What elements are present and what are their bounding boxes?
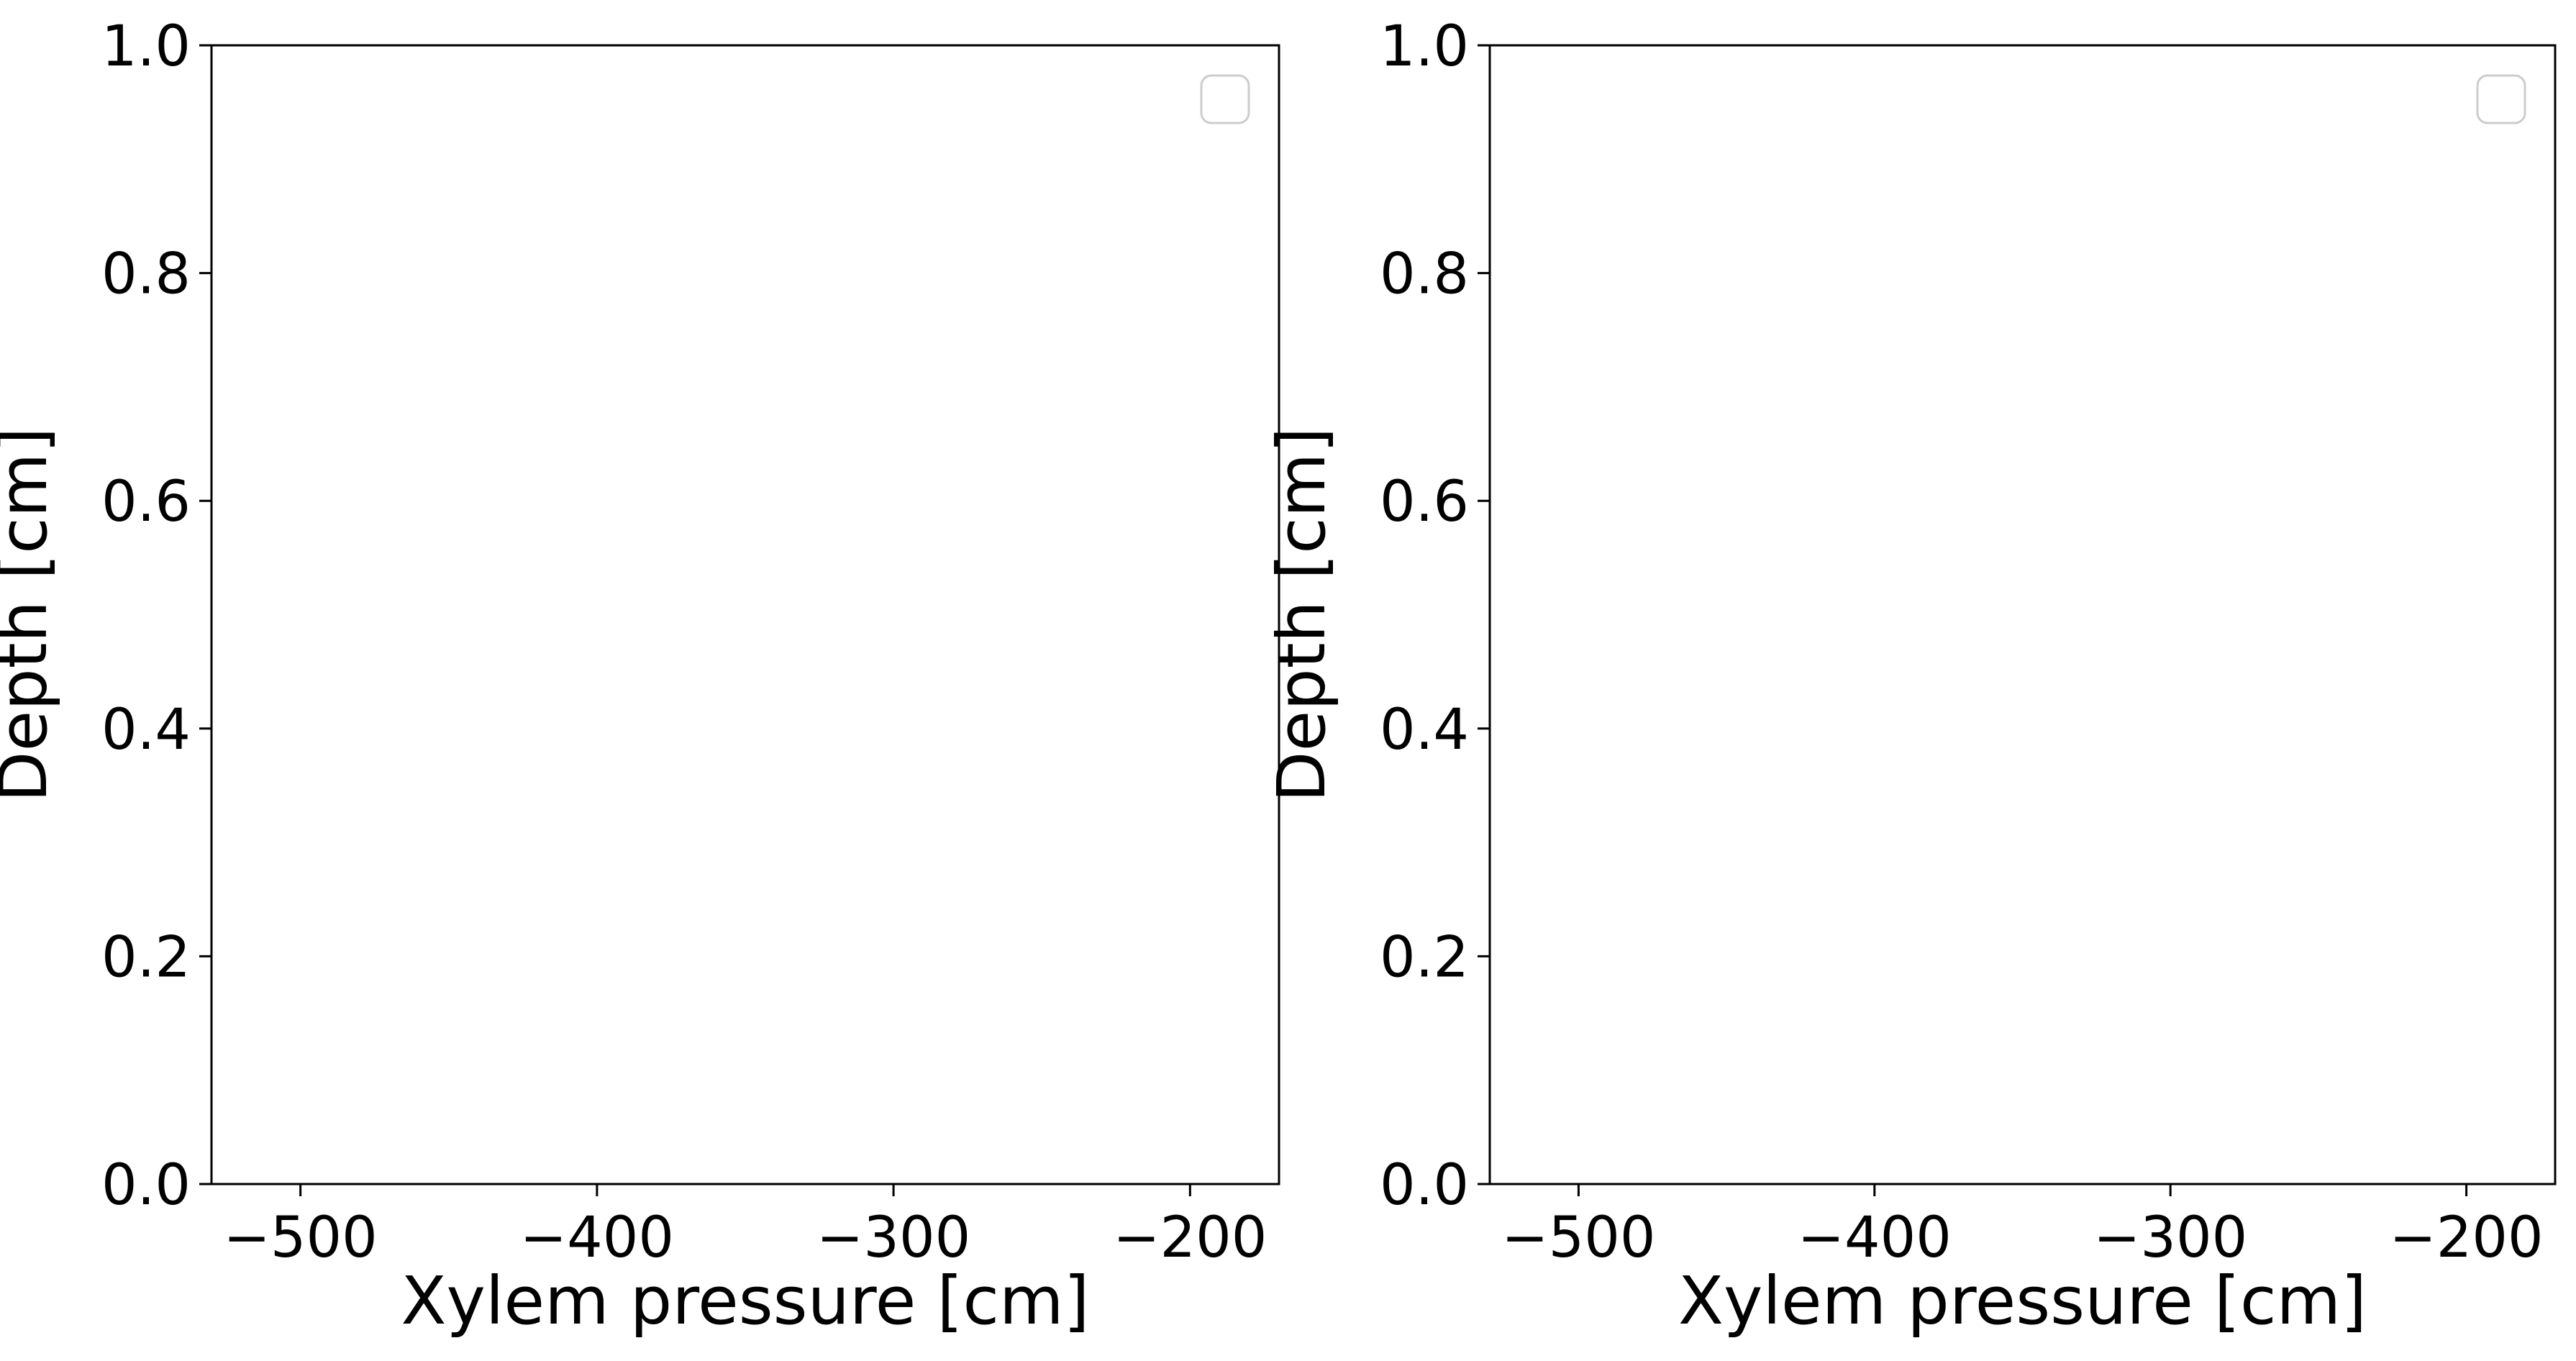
x-tick-label: −500: [224, 1206, 378, 1270]
x-tick-label: −300: [816, 1206, 970, 1270]
y-tick-label: 0.8: [101, 242, 191, 307]
y-tick-label: 0.4: [101, 698, 191, 763]
x-tick-label: −200: [1113, 1206, 1267, 1270]
y-tick-label: 0.2: [101, 925, 191, 990]
y-tick-label: 1.0: [1380, 14, 1469, 79]
left-panel: −500 −400 −300 −200 0.0 0.2 0.4 0.6 0.8 1.0 Xylem …: [0, 14, 1280, 1339]
y-tick-label: 0.0: [1380, 1153, 1469, 1218]
legend-box: [2476, 74, 2526, 124]
plot-area-frame: [210, 44, 1280, 1185]
y-tick-label: 0.6: [1380, 470, 1469, 534]
x-tick-label: −400: [520, 1206, 674, 1270]
x-tick-label: −400: [1798, 1206, 1952, 1270]
x-tick-label: −200: [2389, 1206, 2543, 1270]
x-axis-label: Xylem pressure [cm]: [1678, 1262, 2367, 1339]
right-panel: −500 −400 −300 −200 0.0 0.2 0.4 0.6 0.8 1.0 Xylem …: [1263, 14, 2557, 1339]
y-tick-label: 0.0: [101, 1153, 191, 1218]
x-tick-label: −500: [1501, 1206, 1655, 1270]
x-tick-label: −300: [2093, 1206, 2247, 1270]
y-axis-label: Depth [cm]: [0, 427, 62, 802]
y-tick-label: 0.4: [1380, 698, 1469, 763]
y-tick-label: 0.6: [101, 470, 191, 534]
legend-box: [1200, 74, 1250, 124]
y-tick-label: 1.0: [101, 14, 191, 79]
x-axis-label: Xylem pressure [cm]: [401, 1262, 1089, 1339]
y-axis-label: Depth [cm]: [1263, 427, 1340, 802]
y-tick-label: 0.8: [1380, 242, 1469, 307]
y-tick-label: 0.2: [1380, 925, 1469, 990]
plot-area-frame: [1488, 44, 2557, 1185]
